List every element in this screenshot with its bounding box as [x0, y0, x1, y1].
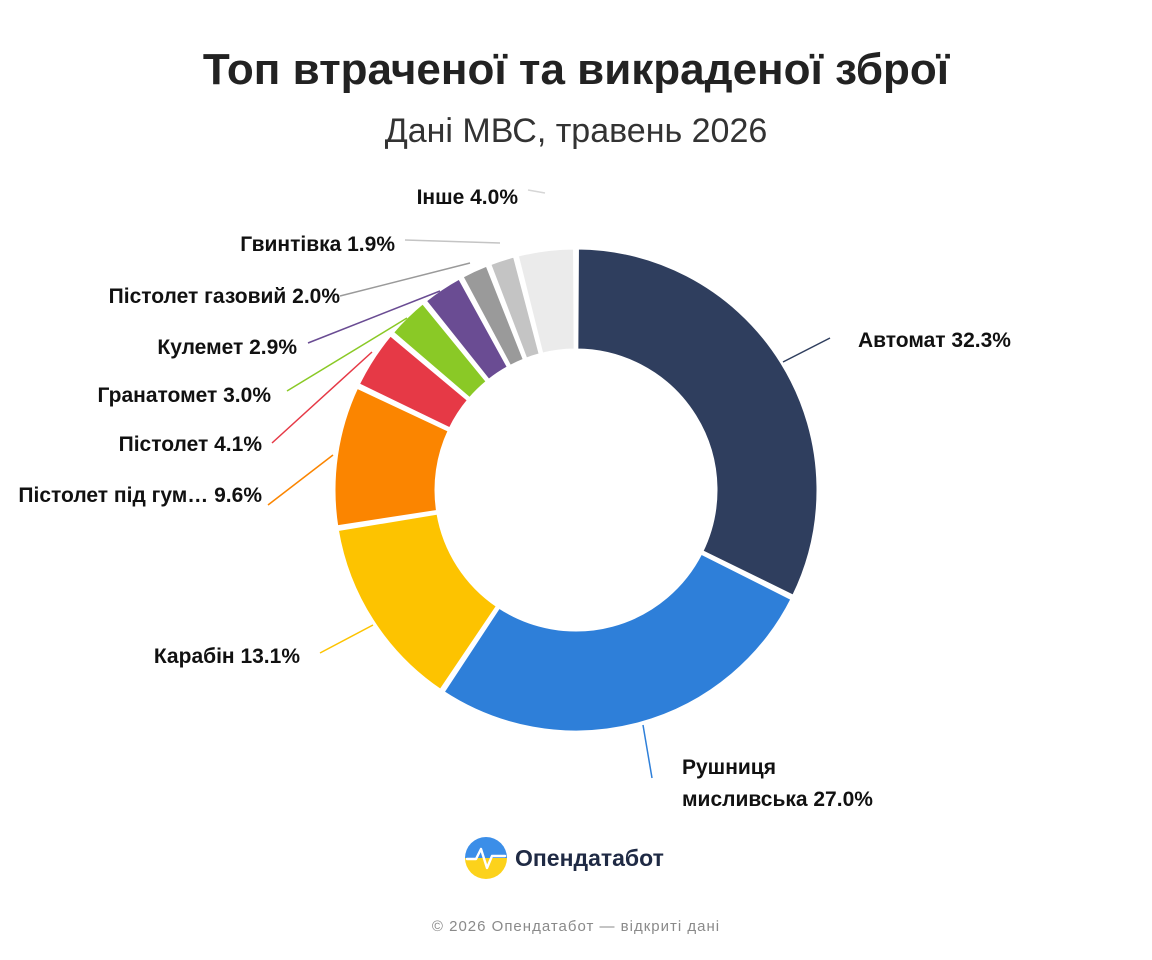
slice-4 — [332, 385, 451, 529]
leader-line-4 — [267, 454, 334, 506]
slice-labels: Автомат 32.3% Рушниця мисливська 27.0% Кара… — [18, 186, 1011, 811]
slice-label-line: Пістолет 4.1% — [119, 433, 263, 456]
slice-1 — [575, 246, 820, 598]
leader-line-9 — [404, 239, 501, 244]
leader-line-3 — [319, 624, 374, 654]
slice-8 — [460, 263, 526, 369]
slice-label-line: Кулемет 2.9% — [157, 336, 297, 359]
slice-label-6: Гранатомет 3.0% — [98, 384, 272, 407]
leader-line-8 — [339, 262, 471, 297]
slice-label-line: Карабін 13.1% — [154, 645, 300, 668]
slice-label-8: Пістолет газовий 2.0% — [109, 285, 341, 308]
leader-line-1 — [782, 337, 831, 363]
slice-label-line: мисливська 27.0% — [682, 788, 873, 811]
slice-label-10: Інше 4.0% — [417, 186, 519, 209]
slice-label-4: Пістолет під гум… 9.6% — [18, 484, 262, 507]
slice-label-5: Пістолет 4.1% — [119, 433, 263, 456]
slice-10 — [515, 246, 577, 356]
leader-line-6 — [286, 317, 408, 392]
brand: Опендатабот — [465, 837, 664, 879]
slice-label-line: Інше 4.0% — [417, 186, 519, 209]
chart-subtitle: Дані МВС, травень 2026 — [385, 112, 768, 150]
slice-3 — [335, 511, 500, 693]
slice-label-line: Рушниця — [682, 756, 776, 779]
slice-2 — [441, 551, 794, 734]
slice-label-2: Рушниця мисливська 27.0% — [682, 756, 873, 811]
leader-line-5 — [271, 351, 373, 444]
leader-line-2 — [642, 724, 653, 779]
slice-label-1: Автомат 32.3% — [858, 329, 1011, 352]
donut-slices — [332, 246, 820, 734]
slice-label-line: Гранатомет 3.0% — [98, 384, 272, 407]
slice-label-line: Пістолет газовий 2.0% — [109, 285, 341, 308]
slice-label-9: Гвинтівка 1.9% — [240, 233, 395, 256]
opendatabot-logo-icon — [465, 837, 507, 879]
slice-label-line: Пістолет під гум… 9.6% — [18, 484, 262, 507]
slice-label-line: Автомат 32.3% — [858, 329, 1011, 352]
slice-label-7: Кулемет 2.9% — [157, 336, 297, 359]
footer-text: © 2026 Опендатабот — відкриті дані — [432, 918, 720, 935]
leader-line-10 — [527, 189, 546, 194]
leader-lines — [267, 189, 831, 779]
slice-5 — [356, 333, 471, 431]
brand-name: Опендатабот — [515, 845, 664, 871]
chart-title: Топ втраченої та викраденої зброї — [203, 45, 951, 94]
slice-label-line: Гвинтівка 1.9% — [240, 233, 395, 256]
slice-label-3: Карабін 13.1% — [154, 645, 300, 668]
leader-line-7 — [307, 290, 441, 344]
slice-9 — [488, 254, 542, 361]
